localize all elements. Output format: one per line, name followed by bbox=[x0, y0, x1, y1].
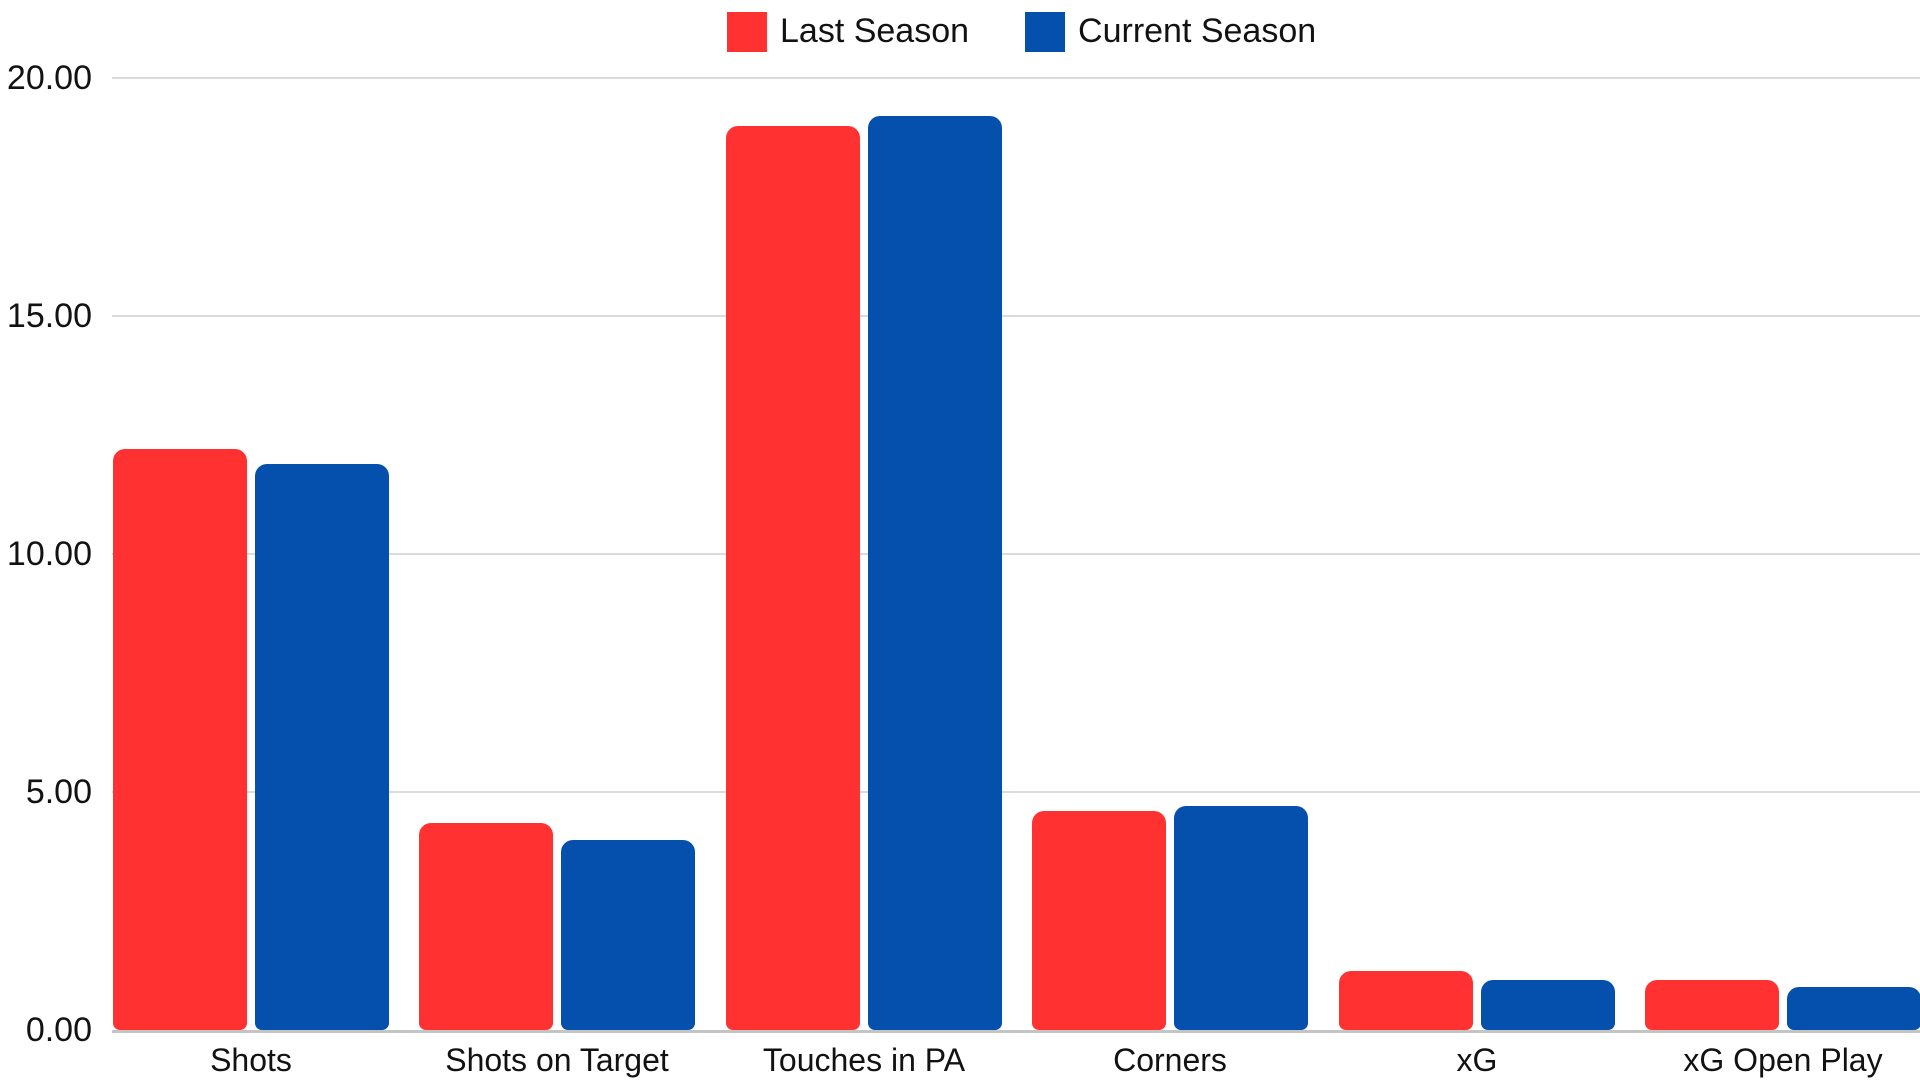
bar-current-season-xg bbox=[1481, 980, 1615, 1030]
x-axis-label-xg: xG bbox=[1456, 1042, 1498, 1078]
gridline-5.00 bbox=[112, 791, 1920, 793]
x-axis-label-shots-on-target: Shots on Target bbox=[445, 1042, 669, 1078]
gridline-10.00 bbox=[112, 553, 1920, 555]
bar-last-season-corners bbox=[1032, 811, 1166, 1030]
gridline-0.00 bbox=[112, 1030, 1920, 1033]
bar-current-season-xg-open-play bbox=[1787, 987, 1920, 1030]
bar-last-season-shots-on-target bbox=[419, 822, 553, 1030]
y-axis-label-10.00: 10.00 bbox=[6, 535, 92, 573]
x-axis-label-touches-in-pa: Touches in PA bbox=[762, 1042, 966, 1078]
bar-last-season-xg bbox=[1339, 970, 1473, 1030]
chart-legend: Last Season Current Season bbox=[727, 12, 1316, 52]
legend-item-last-season: Last Season bbox=[727, 12, 969, 52]
bar-current-season-touches-in-pa bbox=[868, 116, 1002, 1030]
y-axis-label-15.00: 15.00 bbox=[6, 297, 92, 335]
bar-current-season-shots-on-target bbox=[561, 839, 695, 1030]
gridline-20.00 bbox=[112, 77, 1920, 79]
legend-label-current-season: Current Season bbox=[1078, 12, 1317, 51]
legend-label-last-season: Last Season bbox=[780, 12, 970, 51]
y-axis-label-5.00: 5.00 bbox=[25, 773, 92, 811]
bar-current-season-shots bbox=[255, 463, 389, 1030]
y-axis-label-0.00: 0.00 bbox=[25, 1011, 92, 1049]
bar-last-season-touches-in-pa bbox=[726, 125, 860, 1030]
bar-last-season-shots bbox=[113, 449, 247, 1030]
x-axis-label-corners: Corners bbox=[1113, 1042, 1227, 1078]
bar-current-season-corners bbox=[1174, 806, 1308, 1030]
legend-swatch-current-season bbox=[1025, 12, 1066, 52]
x-axis-label-xg-open-play: xG Open Play bbox=[1683, 1042, 1883, 1078]
legend-swatch-last-season bbox=[727, 12, 767, 52]
y-axis-label-20.00: 20.00 bbox=[6, 59, 92, 97]
legend-item-current-season: Current Season bbox=[1025, 12, 1316, 52]
bar-last-season-xg-open-play bbox=[1645, 980, 1779, 1030]
gridline-15.00 bbox=[112, 315, 1920, 317]
x-axis-label-shots: Shots bbox=[210, 1042, 292, 1078]
